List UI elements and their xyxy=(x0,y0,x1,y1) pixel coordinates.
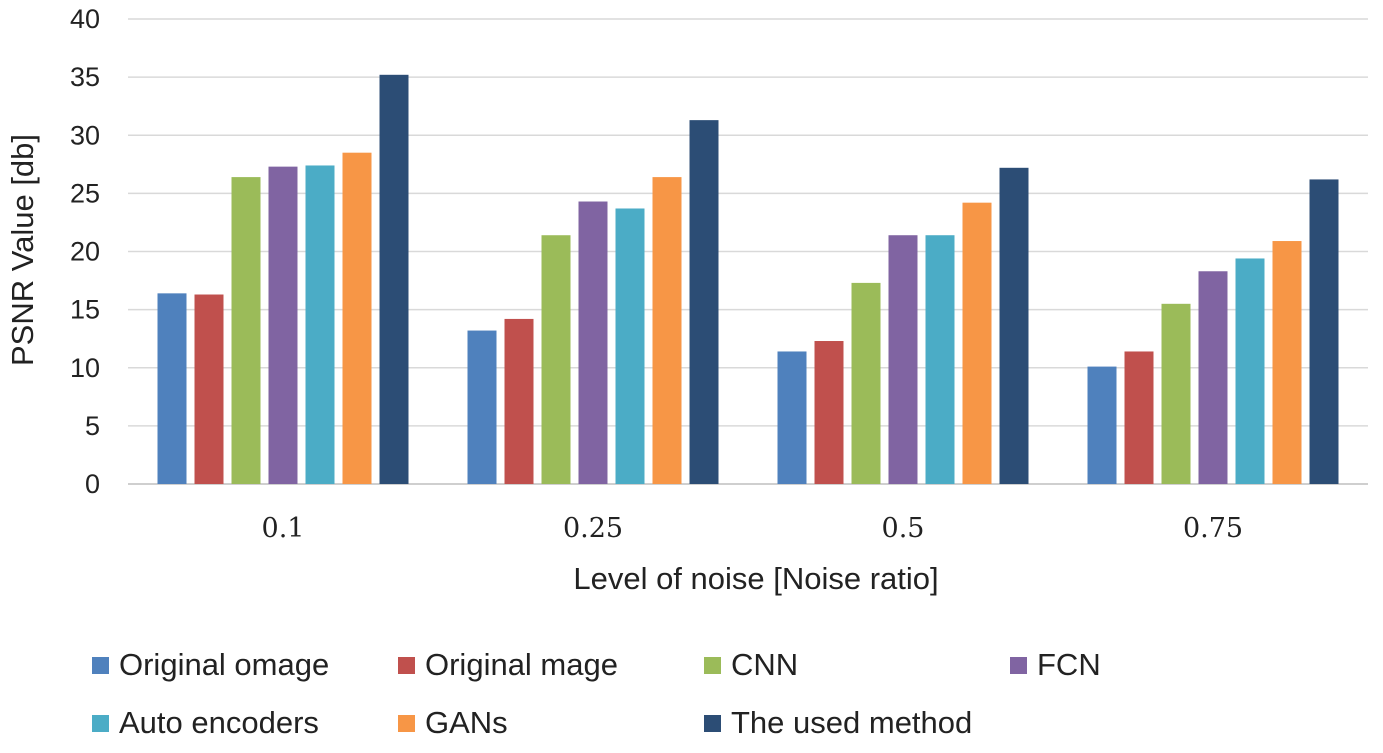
y-tick-label: 40 xyxy=(70,4,100,34)
bar-fcn-0.5 xyxy=(888,235,918,484)
bar-auto-encoders-0.1 xyxy=(305,165,335,484)
bar-original-omage-0.75 xyxy=(1087,366,1117,484)
x-tick-label: 0.1 xyxy=(262,513,305,544)
bar-auto-encoders-0.5 xyxy=(925,235,955,484)
legend-label: Auto encoders xyxy=(119,705,319,740)
y-tick-label: 30 xyxy=(70,120,100,150)
x-axis-ticks: 0.1 0.25 0.5 0.75 xyxy=(262,513,1244,544)
bar-auto-encoders-0.25 xyxy=(615,208,645,485)
bar-original-omage-0.25 xyxy=(467,330,497,484)
y-tick-label: 15 xyxy=(70,295,100,325)
legend-label: CNN xyxy=(731,647,798,682)
bar-gans-0.25 xyxy=(652,177,682,484)
bar-cnn-0.25 xyxy=(541,235,571,484)
y-tick-label: 20 xyxy=(70,237,100,267)
y-tick-label: 25 xyxy=(70,178,100,208)
legend-swatch xyxy=(704,657,721,674)
y-axis-ticks: 0 5 10 15 20 25 30 35 40 xyxy=(70,4,100,499)
y-tick-label: 10 xyxy=(70,353,100,383)
bar-original-mage-0.5 xyxy=(814,341,844,484)
x-tick-label: 0.25 xyxy=(563,513,623,544)
legend-swatch xyxy=(1010,657,1027,674)
bar-the-used-method-0.1 xyxy=(379,74,409,485)
bar-gans-0.5 xyxy=(962,202,992,485)
bar-fcn-0.25 xyxy=(578,201,608,484)
legend: Original omage Original mage CNN FCN Auto en… xyxy=(92,647,1101,740)
gridlines xyxy=(128,18,1368,485)
bar-fcn-0.75 xyxy=(1198,271,1228,484)
y-axis-title: PSNR Value [db] xyxy=(5,134,40,366)
bar-original-omage-0.5 xyxy=(777,351,807,484)
legend-label: GANs xyxy=(425,705,508,740)
bar-auto-encoders-0.75 xyxy=(1235,258,1265,484)
bar-cnn-0.5 xyxy=(851,282,881,484)
x-tick-label: 0.5 xyxy=(882,513,925,544)
legend-label: Original mage xyxy=(425,647,618,682)
bar-cnn-0.75 xyxy=(1161,303,1191,484)
legend-swatch xyxy=(704,715,721,732)
x-axis-title: Level of noise [Noise ratio] xyxy=(573,561,938,596)
bar-gans-0.75 xyxy=(1272,241,1302,484)
legend-swatch xyxy=(92,657,109,674)
bar-the-used-method-0.75 xyxy=(1309,179,1339,485)
bar-original-mage-0.25 xyxy=(504,318,534,484)
legend-swatch xyxy=(398,657,415,674)
bar-original-mage-0.75 xyxy=(1124,351,1154,484)
y-tick-label: 5 xyxy=(85,411,100,441)
bar-original-omage-0.1 xyxy=(157,293,187,484)
bar-the-used-method-0.25 xyxy=(689,120,719,484)
bar-gans-0.1 xyxy=(342,152,372,484)
legend-label: FCN xyxy=(1037,647,1101,682)
bar-cnn-0.1 xyxy=(231,177,261,484)
legend-swatch xyxy=(92,715,109,732)
bar-fcn-0.1 xyxy=(268,166,298,484)
bar-original-mage-0.1 xyxy=(194,294,224,484)
legend-label: Original omage xyxy=(119,647,329,682)
bar-the-used-method-0.5 xyxy=(999,167,1029,485)
y-tick-label: 0 xyxy=(85,469,100,499)
legend-label: The used method xyxy=(731,705,972,740)
y-tick-label: 35 xyxy=(70,62,100,92)
legend-swatch xyxy=(398,715,415,732)
bars xyxy=(157,74,1339,485)
x-tick-label: 0.75 xyxy=(1183,513,1243,544)
